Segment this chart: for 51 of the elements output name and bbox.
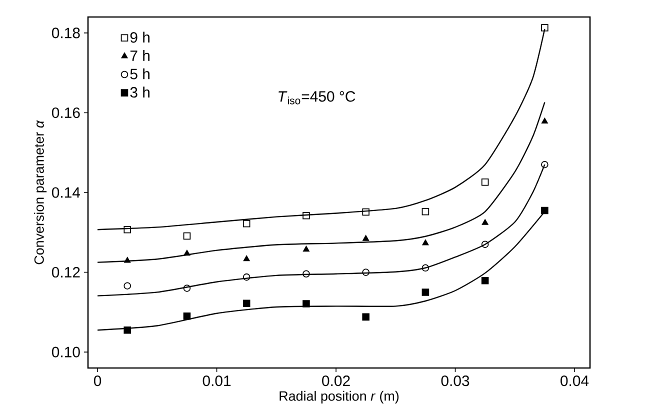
point: [422, 240, 429, 246]
point: [242, 273, 250, 281]
y-axis-title: Conversion parameter α: [34, 120, 47, 264]
x-axis-title: Radial position r (m): [280, 390, 399, 404]
y-tick-label: 0.12: [52, 266, 80, 278]
point: [242, 300, 250, 308]
y-tick-label: 0.10: [52, 346, 80, 358]
point: [302, 300, 310, 308]
annotation: T$_{iso}$=450 °C: [278, 91, 356, 104]
y-tick-label: 0.14: [52, 187, 80, 198]
point: [541, 206, 548, 214]
point: [243, 255, 250, 262]
point: [481, 240, 489, 248]
point: [422, 264, 430, 272]
x-tick-label: 0: [94, 376, 102, 386]
x-tick-label: 0.01: [202, 376, 231, 386]
point: [183, 284, 191, 292]
point: [303, 246, 310, 252]
y-tick-label: 0.16: [52, 107, 80, 118]
point: [183, 312, 191, 320]
point: [362, 313, 370, 321]
point: [302, 212, 310, 220]
x-tick-label: 0.02: [322, 376, 350, 386]
point: [242, 220, 250, 228]
point: [541, 160, 548, 168]
point: [482, 219, 488, 225]
point: [481, 178, 489, 186]
legend-label: 7 h: [130, 50, 150, 61]
point: [362, 235, 370, 241]
x-tick-label: 0.03: [441, 376, 470, 386]
line-series: [96, 164, 546, 296]
point: [422, 288, 430, 296]
point: [362, 208, 370, 216]
point: [362, 268, 370, 276]
point: [124, 226, 131, 234]
point: [124, 282, 131, 290]
point: [302, 270, 310, 278]
point: [184, 250, 190, 256]
line-series: [96, 28, 546, 230]
legend-label: 9 h: [130, 32, 150, 43]
point: [481, 277, 489, 284]
legend-label: 5 h: [130, 68, 150, 80]
x-tick-label: 0.04: [560, 376, 589, 386]
y-tick-label: 0.18: [52, 28, 80, 38]
point: [541, 24, 548, 32]
point: [124, 257, 131, 263]
legend-label: 3 h: [130, 86, 150, 98]
point: [183, 232, 191, 240]
point: [422, 208, 430, 216]
point: [541, 118, 548, 124]
point: [124, 326, 131, 334]
